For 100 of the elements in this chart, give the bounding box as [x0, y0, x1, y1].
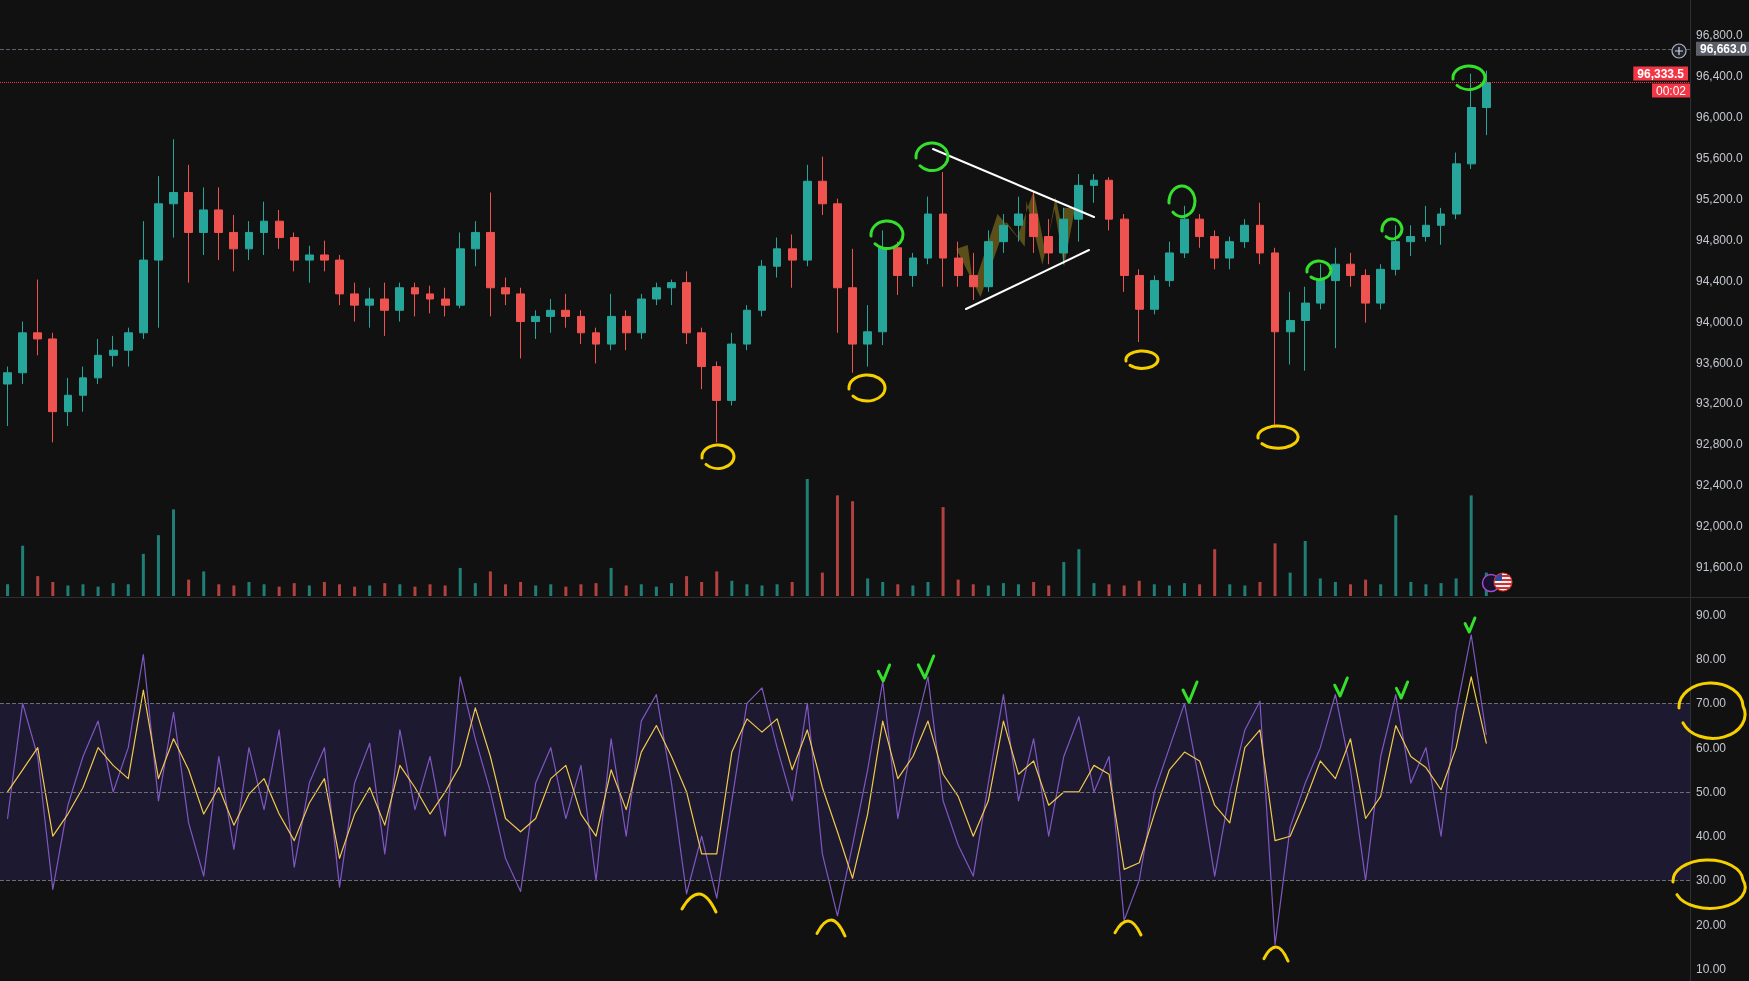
bar [1077, 549, 1081, 596]
bar [443, 585, 447, 596]
candlestick [561, 293, 570, 329]
candlestick [1135, 268, 1144, 343]
bar [141, 553, 145, 596]
candlestick [531, 309, 540, 340]
ref-line-label: 96,333.5 [1637, 66, 1685, 81]
candlestick [788, 234, 797, 289]
bar [126, 584, 130, 596]
bar [1198, 584, 1202, 596]
candlestick [682, 270, 691, 345]
bar [851, 501, 855, 596]
candlestick [411, 282, 419, 317]
bar [202, 571, 206, 596]
candlestick [64, 377, 72, 427]
bar [247, 581, 251, 596]
bar [835, 495, 839, 596]
bar [790, 581, 794, 596]
candlestick [229, 214, 238, 272]
y-tick-label: 40.00 [1696, 829, 1727, 844]
candlestick [245, 220, 253, 261]
y-tick-label: 92,400.0 [1696, 478, 1744, 493]
bar [1409, 581, 1413, 596]
y-tick-label: 90.00 [1696, 607, 1727, 622]
candlestick [1120, 213, 1129, 293]
y-tick-label: 96,000.0 [1696, 109, 1744, 124]
candlestick [1195, 213, 1204, 249]
y-tick-label: 10.00 [1696, 962, 1727, 977]
bar [519, 581, 523, 596]
candlestick [999, 213, 1008, 254]
candlestick [1180, 205, 1189, 259]
candlestick [199, 186, 208, 256]
candlestick [1467, 73, 1476, 170]
y-tick-label: 94,400.0 [1696, 273, 1744, 288]
y-tick-label: 96,400.0 [1696, 68, 1744, 83]
candlestick [939, 171, 947, 288]
candlestick [350, 282, 359, 323]
candlestick [1256, 202, 1264, 265]
y-tick-label: 95,200.0 [1696, 191, 1744, 206]
bar [1228, 584, 1232, 596]
bar [926, 581, 930, 596]
bar [1167, 585, 1171, 596]
candlestick [758, 259, 766, 317]
candlestick [773, 237, 781, 279]
bar [232, 585, 236, 596]
bar [51, 581, 55, 596]
candlestick [1150, 274, 1159, 315]
candlestick [3, 366, 12, 427]
bar [594, 583, 598, 596]
y-tick-label: 80.00 [1696, 652, 1727, 667]
y-tick-label: 50.00 [1696, 784, 1727, 799]
candlestick [727, 332, 736, 407]
candlestick [1165, 241, 1174, 288]
candlestick [1210, 229, 1219, 270]
bar [700, 581, 704, 596]
y-tick-label: 95,600.0 [1696, 150, 1744, 165]
candlestick [652, 282, 661, 306]
bar [96, 586, 100, 596]
bar [881, 581, 885, 596]
candlestick [893, 241, 902, 296]
bar [1303, 541, 1307, 596]
bar [986, 585, 990, 596]
bar [1333, 581, 1337, 596]
annotation: 00:02 [1655, 83, 1687, 98]
bar [368, 585, 372, 596]
bar [1394, 515, 1398, 596]
bar [277, 586, 281, 596]
bar [1122, 585, 1126, 596]
candlestick [33, 279, 42, 356]
line-series [6, 676, 1487, 879]
candlestick [380, 282, 389, 337]
candlestick [969, 252, 978, 301]
bar [866, 578, 870, 596]
candlestick [1271, 247, 1279, 428]
bar [413, 586, 417, 596]
bar [111, 583, 115, 596]
bar [322, 581, 326, 596]
candlestick [184, 164, 193, 284]
bar [1469, 495, 1473, 596]
bar [1032, 581, 1036, 596]
candlestick [848, 248, 857, 374]
bar [534, 585, 538, 596]
bar [941, 507, 945, 596]
bar [564, 586, 568, 596]
bar [66, 585, 70, 596]
bar [1288, 572, 1292, 596]
candlestick [592, 327, 600, 365]
bar [307, 585, 311, 596]
candlestick [1090, 173, 1098, 204]
candlestick [954, 241, 963, 288]
bar [1001, 583, 1005, 596]
ref-line-label: 96,663.0 [1700, 41, 1748, 56]
candlestick [1452, 152, 1461, 220]
bar [1379, 584, 1383, 596]
bar [715, 571, 719, 596]
bar [760, 585, 764, 596]
bar [36, 576, 40, 596]
bar [21, 545, 25, 596]
bar [488, 571, 492, 596]
bar [217, 584, 221, 596]
